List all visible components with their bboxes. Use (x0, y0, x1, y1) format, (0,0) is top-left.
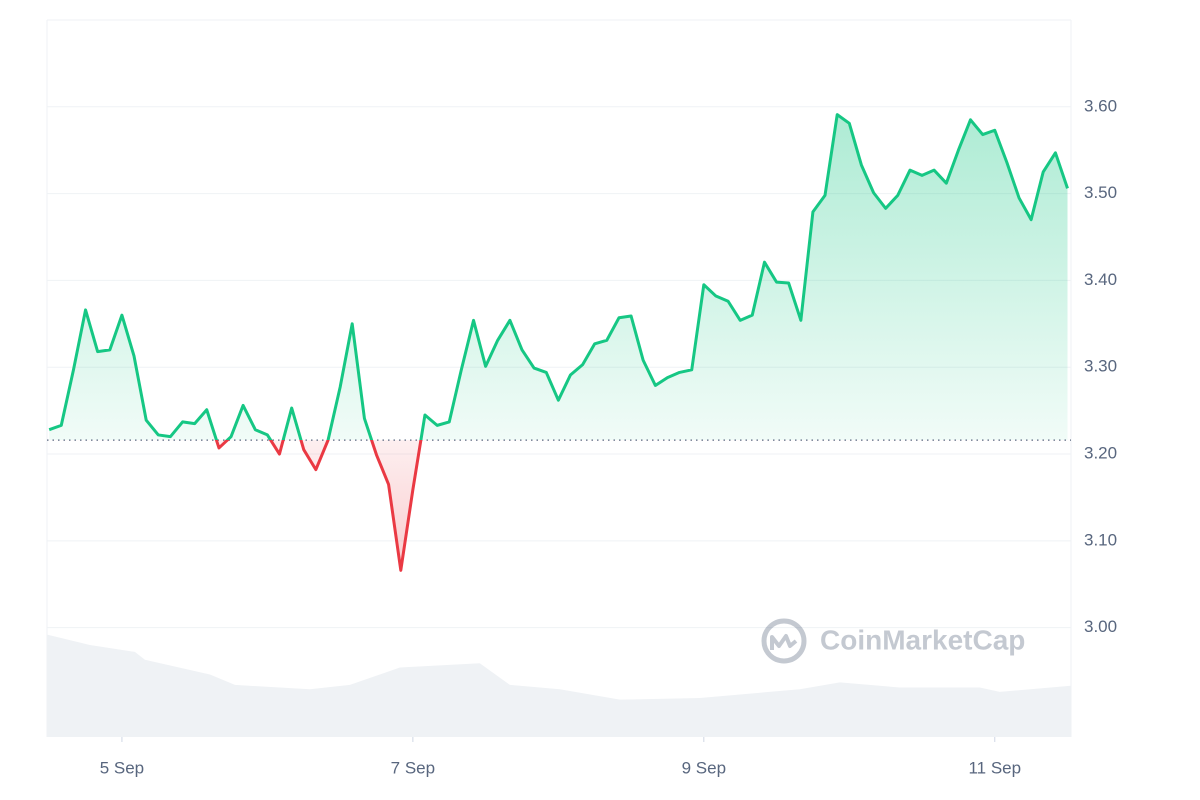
x-tick-label: 5 Sep (100, 758, 144, 777)
watermark-text: CoinMarketCap (820, 624, 1025, 655)
y-tick-label: 3.40 (1084, 270, 1117, 289)
volume-area (47, 634, 1071, 737)
price-line (48, 113, 1069, 572)
x-tick-label: 9 Sep (682, 758, 726, 777)
y-tick-label: 3.00 (1084, 617, 1117, 636)
y-tick-label: 3.60 (1084, 96, 1117, 115)
y-tick-label: 3.30 (1084, 357, 1117, 376)
y-tick-label: 3.10 (1084, 530, 1117, 549)
x-tick-label: 11 Sep (968, 758, 1021, 777)
price-area (49, 114, 1068, 571)
x-tick-label: 7 Sep (391, 758, 435, 777)
y-tick-label: 3.20 (1084, 444, 1117, 463)
y-tick-label: 3.50 (1084, 183, 1117, 202)
watermark: CoinMarketCap (761, 618, 1025, 664)
